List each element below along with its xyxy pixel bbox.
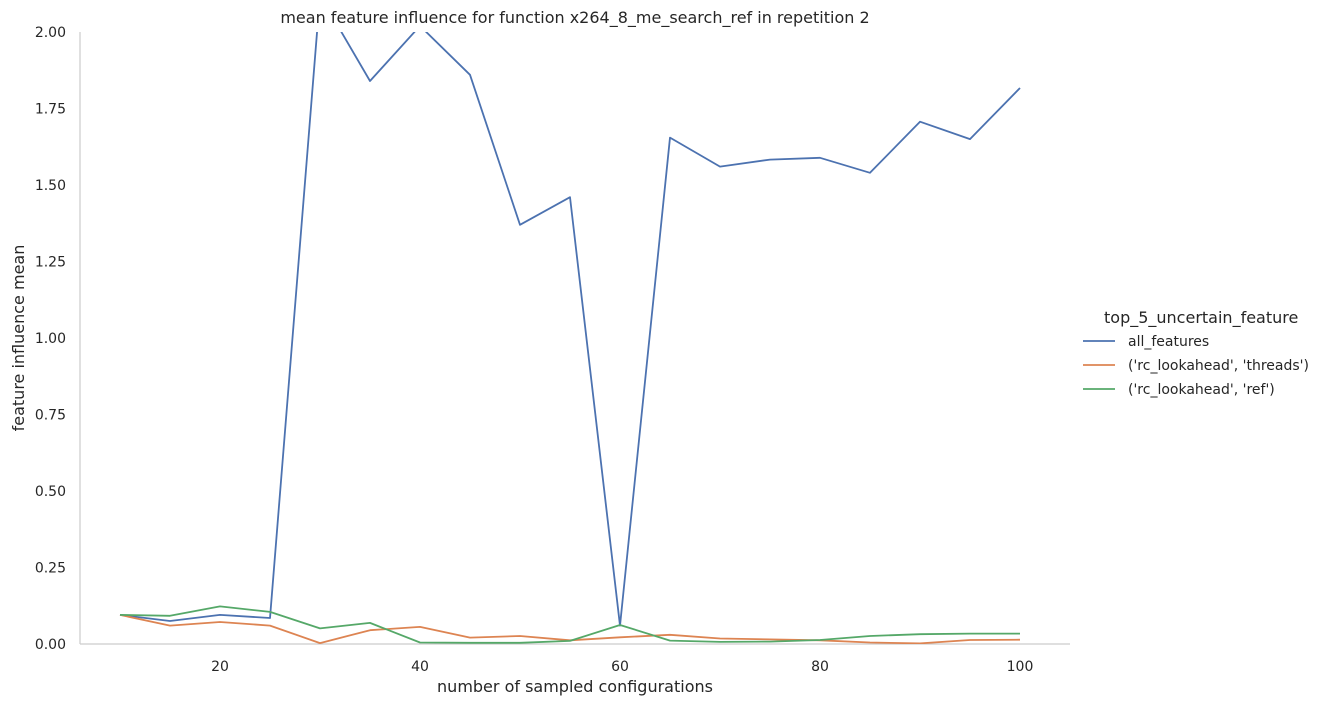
x-tick-label: 60 <box>611 659 629 675</box>
y-tick-label: 2.00 <box>35 25 66 41</box>
x-tick-label: 80 <box>811 659 829 675</box>
chart-title: mean feature influence for function x264… <box>280 8 869 28</box>
y-tick-label: 1.00 <box>35 331 66 347</box>
y-tick-label: 0.25 <box>35 561 66 577</box>
x-tick-label: 100 <box>1007 659 1034 675</box>
legend-label: all_features <box>1128 334 1209 350</box>
series-line-0 <box>119 32 1021 627</box>
y-tick-label: 1.25 <box>35 255 66 271</box>
series-lines <box>119 32 1021 644</box>
y-axis-label: feature influence mean <box>9 245 28 432</box>
y-tick-label: 1.75 <box>35 102 66 118</box>
legend-title: top_5_uncertain_feature <box>1104 308 1298 328</box>
y-tick-label: 0.75 <box>35 408 66 424</box>
legend: top_5_uncertain_feature all_features ('rc… <box>1083 308 1309 398</box>
series-line-1 <box>119 614 1021 644</box>
x-axis-label: number of sampled configurations <box>437 677 713 696</box>
legend-items: all_features ('rc_lookahead', 'threads') (… <box>1083 334 1309 398</box>
y-tick-label: 1.50 <box>35 178 66 194</box>
y-axis-ticks: 0.00 0.25 0.50 0.75 1.00 1.25 1.50 1.75 2.00 <box>35 25 66 653</box>
legend-label: ('rc_lookahead', 'ref') <box>1128 382 1275 398</box>
x-tick-label: 40 <box>411 659 429 675</box>
x-tick-label: 20 <box>211 659 229 675</box>
series-line-2 <box>119 605 1020 644</box>
y-tick-label: 0.00 <box>35 637 66 653</box>
x-axis-ticks: 20 40 60 80 100 <box>211 659 1033 675</box>
legend-label: ('rc_lookahead', 'threads') <box>1128 358 1309 374</box>
y-tick-label: 0.50 <box>35 484 66 500</box>
